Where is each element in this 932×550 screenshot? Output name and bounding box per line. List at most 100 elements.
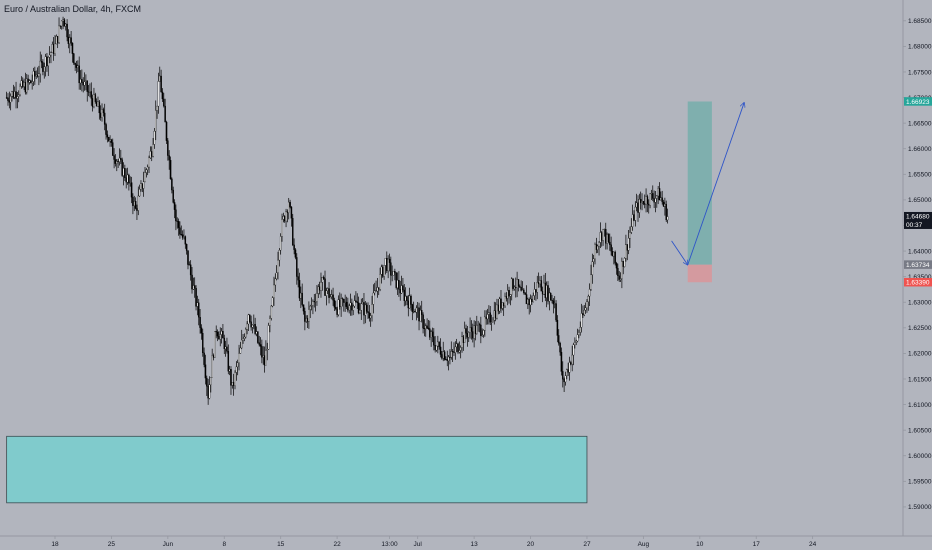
candle-body-371	[504, 296, 506, 307]
candle-body-404	[548, 292, 551, 302]
candle-body-186	[255, 331, 258, 334]
candle-body-320	[435, 345, 438, 351]
candle-body-248	[339, 299, 341, 308]
candle-body-375	[509, 294, 512, 297]
candle-body-165	[227, 351, 230, 372]
candle-body-66	[94, 94, 97, 102]
candle-body-173	[238, 353, 240, 363]
candle-body-308	[419, 310, 422, 322]
candle-body-359	[488, 312, 490, 315]
candle-body-408	[553, 303, 556, 305]
candle-body-488	[661, 197, 663, 203]
candle-body-139	[192, 285, 195, 290]
candle-body-201	[275, 272, 278, 279]
candle-body-176	[242, 338, 244, 341]
candle-body-48	[70, 37, 72, 44]
candle-body-251	[343, 299, 345, 303]
candle-body-196	[269, 318, 271, 326]
candle-body-447	[606, 234, 608, 244]
candle-body-361	[490, 321, 493, 323]
candle-body-95	[133, 201, 136, 206]
candle-body-39	[58, 25, 60, 43]
projection-arrow-2	[687, 103, 744, 266]
candle-body-296	[403, 289, 406, 301]
candle-body-254	[347, 306, 349, 311]
candle-body-123	[171, 178, 173, 191]
y-tick-label-11: 1.63000	[908, 300, 932, 307]
candle-body-172	[236, 362, 239, 368]
y-tick-label-15: 1.61000	[908, 402, 932, 409]
candle-body-387	[525, 294, 528, 305]
candle-body-370	[502, 302, 505, 307]
candle-body-23	[36, 74, 39, 77]
candle-body-441	[598, 242, 600, 247]
candle-body-238	[325, 290, 328, 296]
candle-body-126	[175, 209, 177, 222]
candle-body-306	[416, 307, 419, 309]
candle-body-4	[11, 91, 13, 97]
candle-body-292	[398, 280, 400, 290]
candle-body-362	[492, 319, 494, 323]
candle-body-378	[513, 286, 516, 289]
candle-body-480	[650, 193, 653, 195]
candle-body-328	[446, 359, 449, 361]
x-tick-label-12: 10	[696, 541, 704, 548]
candle-body-275	[375, 290, 377, 292]
candle-body-195	[267, 325, 270, 350]
candle-body-71	[101, 109, 103, 118]
candle-body-44	[64, 23, 67, 27]
candle-body-435	[590, 274, 592, 290]
candle-body-60	[86, 80, 88, 92]
candle-body-484	[656, 195, 658, 199]
candle-body-393	[533, 289, 536, 296]
candle-body-163	[224, 346, 227, 349]
candle-body-193	[265, 350, 267, 366]
candle-body-243	[332, 294, 334, 301]
candle-body-338	[459, 347, 462, 351]
candle-body-390	[529, 298, 532, 306]
candle-body-259	[353, 300, 356, 307]
candle-body-310	[422, 314, 424, 329]
price-badge-last-text: 1.64680	[906, 214, 930, 221]
candle-body-443	[600, 232, 603, 241]
price-badge-last	[904, 211, 932, 229]
candle-body-25	[39, 60, 41, 74]
candle-body-474	[642, 201, 645, 204]
candle-body-182	[250, 321, 252, 328]
candle-body-456	[618, 275, 620, 280]
candle-body-477	[646, 196, 649, 205]
candle-body-352	[478, 324, 481, 326]
candle-body-363	[493, 310, 496, 321]
candle-body-185	[254, 324, 256, 334]
candle-body-69	[98, 101, 101, 114]
candle-body-194	[266, 349, 268, 351]
candle-body-433	[587, 296, 590, 302]
candle-body-40	[59, 25, 62, 27]
candle-body-336	[457, 343, 459, 353]
candle-body-158	[218, 336, 220, 340]
candle-body-204	[279, 236, 282, 251]
candle-body-436	[591, 261, 594, 276]
candle-body-263	[359, 310, 361, 314]
candle-body-314	[427, 327, 430, 329]
candle-body-224	[306, 318, 309, 322]
candle-body-62	[89, 91, 91, 93]
candle-body-104	[145, 169, 148, 173]
candle-body-434	[588, 289, 591, 297]
candle-body-74	[105, 124, 107, 135]
candle-body-107	[149, 151, 152, 159]
candle-body-156	[215, 331, 217, 333]
candle-body-98	[137, 195, 140, 211]
candle-body-241	[329, 296, 332, 298]
candle-body-137	[189, 264, 192, 276]
candle-body-76	[107, 137, 110, 142]
candle-body-284	[387, 258, 389, 271]
candle-body-26	[40, 60, 43, 63]
candle-body-367	[498, 298, 501, 312]
candle-body-17	[28, 80, 31, 83]
candle-body-63	[90, 91, 93, 99]
candle-body-268	[365, 304, 368, 312]
candle-body-159	[219, 334, 221, 340]
candle-body-183	[251, 324, 254, 328]
